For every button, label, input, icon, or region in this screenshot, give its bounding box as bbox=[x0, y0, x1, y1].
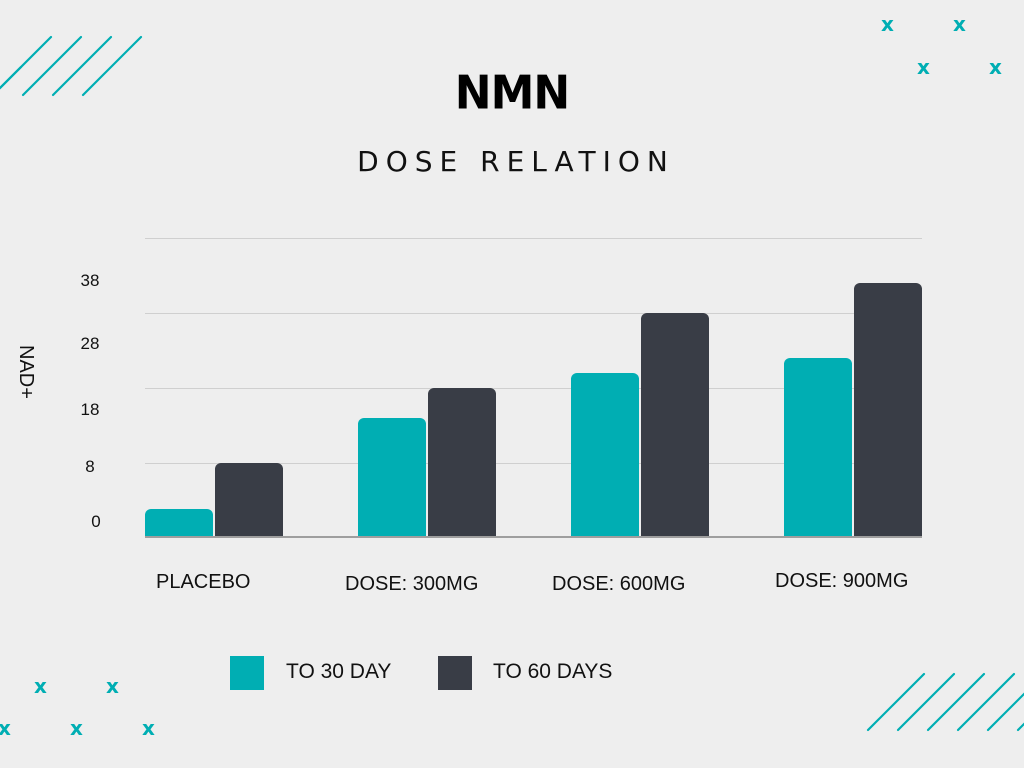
legend-label-30-day: TO 30 DAY bbox=[286, 660, 392, 683]
x-category-label: DOSE: 900MG bbox=[775, 570, 909, 592]
y-tick-label: 38 bbox=[80, 271, 100, 290]
chart-title: NMN bbox=[454, 66, 570, 121]
bar-30-day bbox=[571, 373, 639, 537]
diagonal-stripes-bottom-right bbox=[866, 672, 1024, 732]
bar-60-days bbox=[428, 388, 496, 537]
bar-60-days bbox=[854, 283, 922, 537]
x-mark-icon: x bbox=[953, 12, 966, 36]
legend-swatch-30-day bbox=[230, 656, 264, 690]
gridline bbox=[145, 388, 922, 389]
x-mark-icon: x bbox=[142, 716, 155, 740]
x-mark-icon: x bbox=[106, 674, 119, 698]
x-mark-icon: x bbox=[917, 55, 930, 79]
bar-30-day bbox=[145, 509, 213, 537]
bar-60-days bbox=[215, 463, 283, 537]
x-category-label: PLACEBO bbox=[156, 571, 251, 593]
x-category-label: DOSE: 600MG bbox=[552, 573, 686, 595]
x-category-label: DOSE: 300MG bbox=[345, 573, 479, 595]
bar-60-days bbox=[641, 313, 709, 537]
x-mark-icon: x bbox=[0, 716, 11, 740]
x-mark-icon: x bbox=[70, 716, 83, 740]
y-tick-label: 18 bbox=[80, 400, 100, 419]
y-axis-label: NAD+ bbox=[15, 345, 37, 399]
chart-subtitle: DOSE RELATION bbox=[357, 145, 675, 178]
legend-label-60-days: TO 60 DAYS bbox=[493, 660, 613, 683]
gridline bbox=[145, 463, 922, 464]
legend-swatch-60-days bbox=[438, 656, 472, 690]
bar-30-day bbox=[358, 418, 426, 537]
y-tick-label: 28 bbox=[80, 334, 100, 353]
bar-30-day bbox=[784, 358, 852, 537]
gridline bbox=[145, 238, 922, 239]
diagonal-stripes-top-left bbox=[0, 35, 143, 97]
gridline bbox=[145, 313, 922, 314]
x-mark-icon: x bbox=[34, 674, 47, 698]
x-mark-icon: x bbox=[881, 12, 894, 36]
x-axis-baseline bbox=[145, 536, 922, 538]
y-tick-label: 0 bbox=[91, 512, 101, 531]
y-tick-label: 8 bbox=[85, 457, 95, 476]
x-mark-icon: x bbox=[989, 55, 1002, 79]
